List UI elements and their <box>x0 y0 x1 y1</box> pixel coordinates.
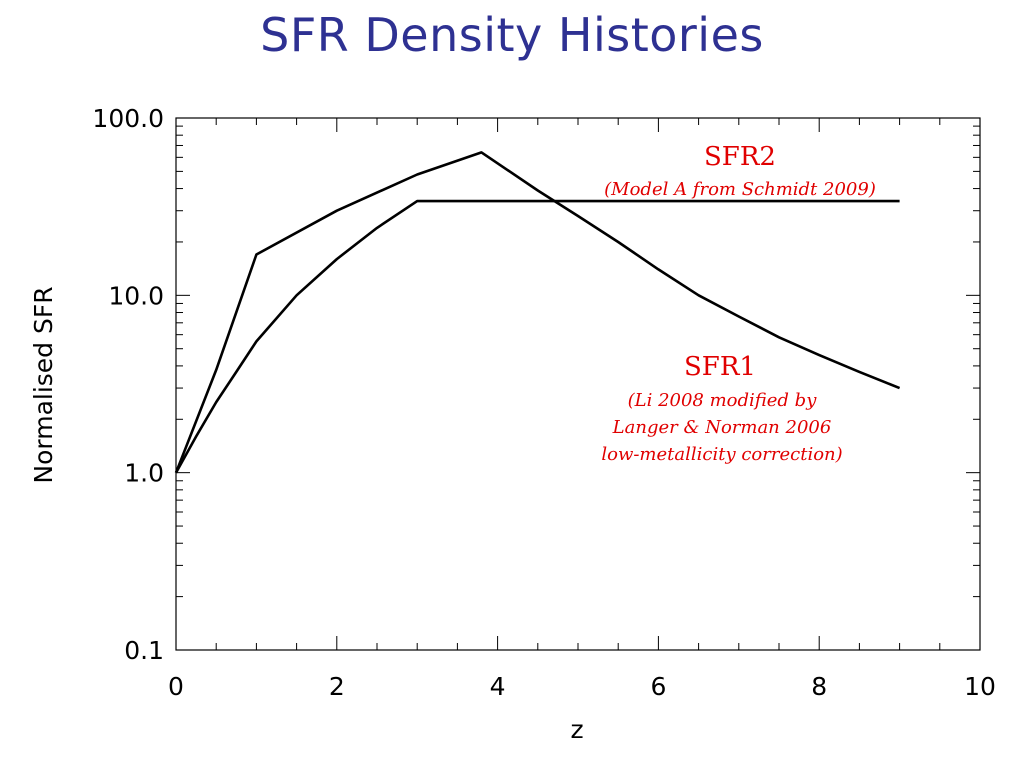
sfr2-line <box>174 199 900 474</box>
slide-title: SFR Density Histories <box>260 8 764 62</box>
x-tick-label: 6 <box>650 672 666 701</box>
y-tick-label: 1.0 <box>124 459 164 488</box>
y-axis-label: Normalised SFR <box>29 286 58 483</box>
x-axis-label: z <box>570 715 583 744</box>
minor-ticks <box>176 118 980 650</box>
plot-frame <box>175 117 981 651</box>
tick-labels: 0 2 4 6 8 10 0.1 1.0 10.0 100.0 <box>92 104 995 701</box>
x-tick-label: 2 <box>329 672 345 701</box>
sfr1-annotation-line-3: low-metallicity correction) <box>601 444 842 465</box>
sfr1-annotation-line-2: Langer & Norman 2006 <box>612 417 832 438</box>
sfr2-annotation-title: SFR2 <box>704 142 776 172</box>
x-tick-label: 10 <box>964 672 996 701</box>
y-tick-label: 100.0 <box>92 104 164 133</box>
x-tick-label: 0 <box>168 672 184 701</box>
sfr1-line <box>174 151 901 474</box>
sfr1-annotation-line-1: (Li 2008 modified by <box>628 390 818 411</box>
y-tick-label: 10.0 <box>108 281 164 310</box>
sfr1-annotation-title: SFR1 <box>684 352 756 382</box>
y-tick-label: 0.1 <box>124 636 164 665</box>
x-tick-label: 8 <box>811 672 827 701</box>
series-lines <box>174 151 901 474</box>
sfr2-annotation-line-1: (Model A from Schmidt 2009) <box>604 179 876 200</box>
x-tick-label: 4 <box>490 672 506 701</box>
